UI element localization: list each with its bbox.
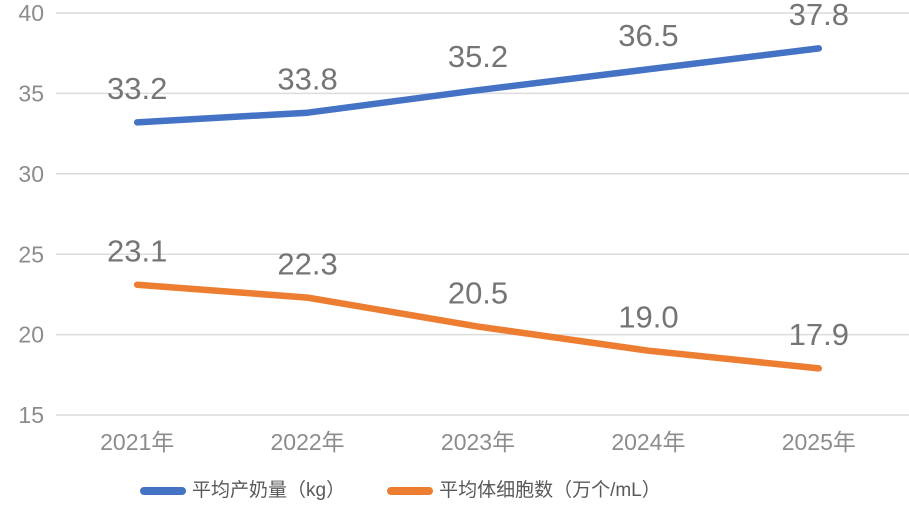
y-tick-label: 25 bbox=[18, 241, 44, 267]
legend-label-avg-milk-yield: 平均产奶量（kg） bbox=[192, 480, 346, 501]
data-label: 20.5 bbox=[448, 275, 508, 310]
legend-swatch-avg-somatic-cell-count bbox=[387, 486, 434, 495]
data-label: 19.0 bbox=[618, 300, 678, 335]
x-tick-label: 2021年 bbox=[100, 429, 174, 455]
data-label: 35.2 bbox=[448, 39, 508, 74]
data-label: 37.8 bbox=[789, 0, 849, 32]
data-label: 22.3 bbox=[277, 246, 337, 281]
data-label: 33.2 bbox=[107, 71, 167, 106]
y-tick-label: 40 bbox=[18, 0, 44, 26]
data-label: 23.1 bbox=[107, 234, 167, 269]
x-tick-label: 2022年 bbox=[271, 429, 345, 455]
x-tick-label: 2023年 bbox=[441, 429, 515, 455]
data-label: 36.5 bbox=[618, 18, 678, 53]
x-tick-label: 2024年 bbox=[611, 429, 685, 455]
data-label: 17.9 bbox=[789, 317, 849, 352]
y-tick-label: 30 bbox=[18, 161, 44, 187]
legend-swatch-avg-milk-yield bbox=[140, 486, 186, 495]
legend: 平均产奶量（kg） 平均体细胞数（万个/mL） bbox=[140, 481, 661, 500]
y-tick-label: 35 bbox=[18, 80, 44, 106]
y-tick-label: 20 bbox=[18, 322, 44, 348]
legend-label-avg-somatic-cell-count: 平均体细胞数（万个/mL） bbox=[439, 480, 661, 501]
series-line-avg-milk-yield bbox=[133, 45, 823, 126]
legend-item-avg-milk-yield: 平均产奶量（kg） bbox=[140, 481, 345, 500]
y-tick-label: 15 bbox=[18, 402, 44, 428]
data-label: 33.8 bbox=[277, 62, 337, 97]
x-tick-label: 2025年 bbox=[782, 429, 856, 455]
legend-item-avg-somatic-cell-count: 平均体细胞数（万个/mL） bbox=[387, 481, 661, 500]
series-line-avg-somatic-cell-count bbox=[133, 281, 823, 372]
